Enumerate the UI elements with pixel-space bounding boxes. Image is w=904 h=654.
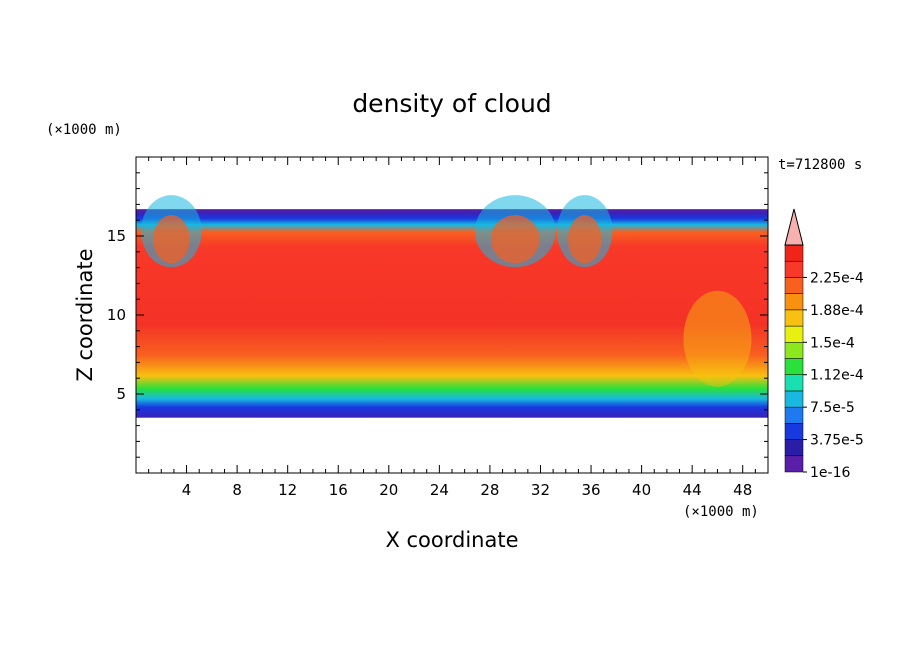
colorbar-label: 7.5e-5 (810, 400, 855, 416)
colorbar-swatch (784, 342, 804, 359)
colorbar-swatch (784, 423, 804, 440)
colorbar-label: 2.25e-4 (810, 270, 864, 286)
x-tick-label: 36 (581, 481, 600, 499)
colorbar-swatch (784, 244, 804, 262)
eddy-core-1 (490, 215, 540, 264)
x-tick-label: 8 (232, 481, 242, 499)
colorbar-swatch (784, 455, 804, 473)
x-tick-label: 16 (329, 481, 348, 499)
colorbar-label: 1.5e-4 (810, 335, 855, 351)
colorbar-swatch (784, 406, 804, 424)
eddy-core-0 (153, 215, 190, 264)
x-tick-label: 48 (733, 481, 752, 499)
eddy-core-2 (568, 215, 602, 264)
convective-plume (683, 290, 752, 387)
colorbar-label: 3.75e-5 (810, 433, 864, 449)
x-tick-label: 32 (531, 481, 550, 499)
colorbar-swatch (784, 374, 804, 392)
chart-title: density of cloud (352, 89, 551, 118)
colorbar-swatch (784, 390, 804, 408)
y-tick-label: 5 (116, 385, 126, 403)
colorbar-label: 1.12e-4 (810, 368, 864, 384)
colorbar: 1e-16 3.75e-5 7.5e-5 1.12e-4 1.5e-4 1.88e-4 2.… (784, 208, 864, 481)
x-tick-label: 4 (182, 481, 192, 499)
colorbar-swatch (784, 325, 804, 343)
colorbar-swatch (784, 260, 804, 278)
colorbar-label: 1.88e-4 (810, 303, 864, 319)
y-tick-label: 10 (107, 306, 126, 324)
x-axis-title: X coordinate (385, 528, 518, 552)
y-axis: 5 10 15 (107, 172, 768, 458)
x-tick-label: 20 (379, 481, 398, 499)
y-tick-label: 15 (107, 227, 126, 245)
x-tick-label: 24 (430, 481, 449, 499)
colorbar-swatch (784, 293, 804, 311)
x-tick-label: 40 (632, 481, 651, 499)
x-tick-label: 28 (480, 481, 499, 499)
colorbar-swatch (784, 309, 804, 327)
colorbar-swatch (784, 358, 804, 375)
time-label: t=712800 s (778, 157, 862, 173)
y-unit-label: (×1000 m) (46, 122, 122, 138)
colorbar-swatch (784, 277, 804, 294)
colorbar-extend-max (784, 208, 804, 246)
colorbar-swatch (784, 439, 804, 457)
cloud-density-field (136, 195, 768, 418)
x-axis: 4 8 12 16 20 24 28 32 36 40 44 48 (148, 157, 756, 499)
colorbar-label: 1e-16 (810, 465, 850, 481)
x-tick-label: 12 (278, 481, 297, 499)
x-unit-label: (×1000 m) (683, 504, 759, 520)
cloud-layer (136, 209, 768, 418)
y-axis-title: Z coordinate (73, 248, 97, 381)
x-tick-label: 44 (683, 481, 702, 499)
